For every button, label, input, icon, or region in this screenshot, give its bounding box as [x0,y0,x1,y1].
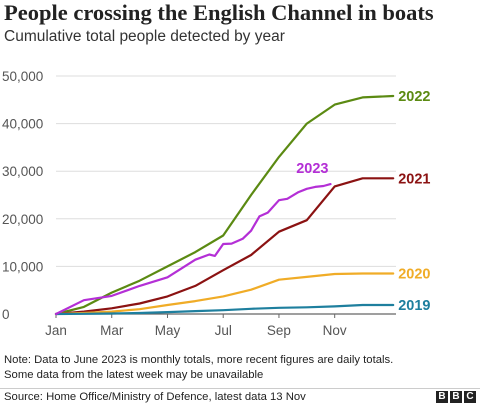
bbc-logo-letter-b1: B [436,391,448,403]
series-label-2021: 2021 [398,171,430,187]
x-axis-tick-labels: Jan Mar May Jul Sep Nov [45,314,347,338]
line-chart: 0 10,000 20,000 30,000 40,000 50,000 Jan Mar Ma… [2,69,430,338]
bbc-logo-letter-b2: B [450,391,462,403]
x-tick-label: Jul [215,323,232,338]
footer-divider [0,388,480,389]
chart-title: People crossing the English Channel in b… [4,0,434,25]
x-tick-label: Jan [45,323,67,338]
x-tick-label: Sep [267,323,291,338]
y-axis-tick-labels: 0 10,000 20,000 30,000 40,000 50,000 [2,69,43,322]
chart-subtitle: Cumulative total people detected by year [4,28,285,45]
note-line-2: Some data from the latest week may be un… [4,368,264,381]
grid-lines [56,75,396,315]
series-line-2020 [54,272,395,316]
bbc-logo: B B C [436,391,476,403]
x-tick-label: Nov [323,323,347,338]
series-line-2021 [54,177,395,316]
note-line-1: Note: Data to June 2023 is monthly total… [4,354,394,366]
series-line-2022 [54,94,395,316]
series-lines [54,94,395,316]
series-label-2020: 2020 [398,267,430,283]
y-tick-label: 30,000 [2,164,43,179]
series-line-2019 [54,303,395,316]
series-line-2023 [54,183,332,316]
y-tick-label: 40,000 [2,117,43,132]
chart-note: Note: Data to June 2023 is monthly total… [4,353,474,382]
series-label-2023: 2023 [296,161,328,177]
series-label-2019: 2019 [398,298,430,314]
x-tick-label: May [155,323,181,338]
x-tick-label: Mar [100,323,124,338]
series-labels: 2022 2021 2020 2019 2023 [296,89,430,314]
series-label-2022: 2022 [398,89,430,105]
bbc-logo-letter-c: C [464,391,476,403]
y-tick-label: 20,000 [2,212,43,227]
y-tick-label: 10,000 [2,259,43,274]
y-tick-label: 50,000 [2,69,43,84]
source-text: Source: Home Office/Ministry of Defence,… [4,391,306,403]
y-tick-label: 0 [2,307,10,322]
